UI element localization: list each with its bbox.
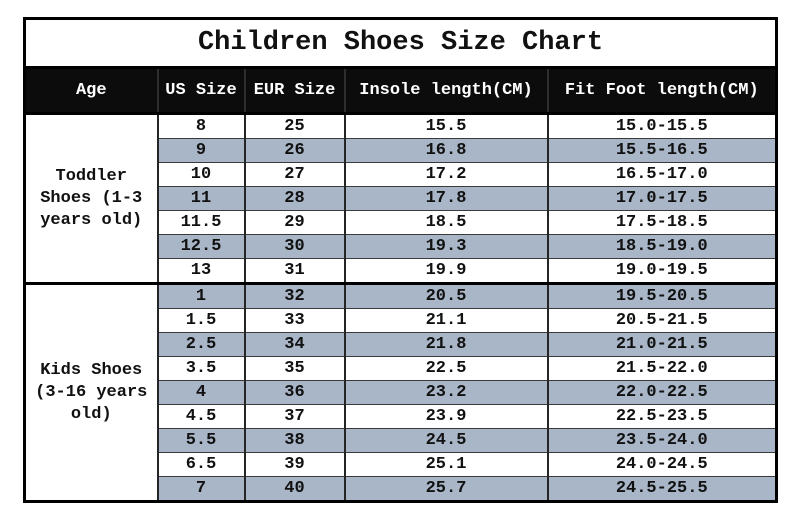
cell-fit-foot-length: 17.5-18.5: [546, 210, 778, 235]
table-row: 10 27 17.2 16.5-17.0: [25, 162, 778, 187]
cell-insole-length: 20.5: [343, 282, 549, 309]
cell-eur-size: 25: [243, 113, 346, 139]
cell-eur-size: 26: [243, 138, 346, 163]
cell-insole-length: 24.5: [343, 428, 549, 453]
cell-us-size: 7: [156, 476, 246, 502]
cell-us-size: 11: [156, 186, 246, 211]
cell-fit-foot-length: 18.5-19.0: [546, 234, 778, 259]
cell-insole-length: 25.7: [343, 476, 549, 502]
cell-fit-foot-length: 22.0-22.5: [546, 380, 778, 405]
size-chart-table: Children Shoes Size Chart Age US Size EU…: [23, 17, 778, 503]
cell-fit-foot-length: 21.0-21.5: [546, 332, 778, 357]
cell-insole-length: 17.2: [343, 162, 549, 187]
cell-us-size: 1.5: [156, 308, 246, 333]
cell-eur-size: 34: [243, 332, 346, 357]
cell-eur-size: 38: [243, 428, 346, 453]
cell-us-size: 11.5: [156, 210, 246, 235]
table-row: 13 31 19.9 19.0-19.5: [25, 258, 778, 284]
table-row: Kids Shoes (3-16 years old) 1 32 20.5 19…: [23, 282, 778, 502]
header-row: Age US Size EUR Size Insole length(CM) F…: [23, 66, 778, 115]
table-row: 1.5 33 21.1 20.5-21.5: [25, 308, 778, 333]
column-header-age: Age: [23, 66, 159, 115]
cell-insole-length: 17.8: [343, 186, 549, 211]
cell-insole-length: 21.1: [343, 308, 549, 333]
cell-fit-foot-length: 16.5-17.0: [546, 162, 778, 187]
cell-eur-size: 32: [243, 282, 346, 309]
cell-eur-size: 33: [243, 308, 346, 333]
table-row: 3.5 35 22.5 21.5-22.0: [25, 356, 778, 381]
cell-fit-foot-length: 24.0-24.5: [546, 452, 778, 477]
cell-insole-length: 16.8: [343, 138, 549, 163]
title-row: Children Shoes Size Chart: [24, 18, 777, 69]
cell-eur-size: 31: [243, 258, 346, 284]
table-row: Toddler Shoes (1-3 years old) 8 25 15.5 …: [23, 113, 778, 284]
cell-fit-foot-length: 17.0-17.5: [546, 186, 778, 211]
cell-eur-size: 28: [243, 186, 346, 211]
table-row: 7 40 25.7 24.5-25.5: [25, 476, 778, 502]
cell-eur-size: 40: [243, 476, 346, 502]
table-row: 4 36 23.2 22.0-22.5: [25, 380, 778, 405]
cell-insole-length: 18.5: [343, 210, 549, 235]
age-group-kids: Kids Shoes (3-16 years old): [23, 282, 159, 502]
cell-fit-foot-length: 20.5-21.5: [546, 308, 778, 333]
column-header-insole-length: Insole length(CM): [343, 66, 549, 115]
cell-insole-length: 23.9: [343, 404, 549, 429]
cell-us-size: 3.5: [156, 356, 246, 381]
cell-eur-size: 36: [243, 380, 346, 405]
cell-insole-length: 19.3: [343, 234, 549, 259]
cell-fit-foot-length: 22.5-23.5: [546, 404, 778, 429]
cell-fit-foot-length: 21.5-22.0: [546, 356, 778, 381]
cell-eur-size: 37: [243, 404, 346, 429]
cell-fit-foot-length: 15.0-15.5: [546, 113, 778, 139]
cell-us-size: 13: [156, 258, 246, 284]
column-header-eur-size: EUR Size: [243, 66, 346, 115]
cell-us-size: 6.5: [156, 452, 246, 477]
cell-insole-length: 25.1: [343, 452, 549, 477]
column-header-us-size: US Size: [156, 66, 246, 115]
table-row: 4.5 37 23.9 22.5-23.5: [25, 404, 778, 429]
cell-eur-size: 39: [243, 452, 346, 477]
cell-insole-length: 23.2: [343, 380, 549, 405]
cell-fit-foot-length: 23.5-24.0: [546, 428, 778, 453]
cell-us-size: 9: [156, 138, 246, 163]
title-and-header: Children Shoes Size Chart Age US Size EU…: [23, 18, 778, 115]
cell-fit-foot-length: 15.5-16.5: [546, 138, 778, 163]
table-row: 12.5 30 19.3 18.5-19.0: [25, 234, 778, 259]
cell-eur-size: 27: [243, 162, 346, 187]
cell-us-size: 8: [156, 113, 246, 139]
chart-title: Children Shoes Size Chart: [24, 18, 777, 69]
cell-fit-foot-length: 19.0-19.5: [546, 258, 778, 284]
table-row: 9 26 16.8 15.5-16.5: [25, 138, 778, 163]
column-header-fit-foot-length: Fit Foot length(CM): [546, 66, 778, 115]
table-row: 5.5 38 24.5 23.5-24.0: [25, 428, 778, 453]
cell-us-size: 12.5: [156, 234, 246, 259]
cell-fit-foot-length: 24.5-25.5: [546, 476, 778, 502]
cell-insole-length: 19.9: [343, 258, 549, 284]
cell-fit-foot-length: 19.5-20.5: [546, 282, 778, 309]
cell-us-size: 1: [156, 282, 246, 309]
cell-us-size: 4: [156, 380, 246, 405]
cell-us-size: 10: [156, 162, 246, 187]
cell-eur-size: 35: [243, 356, 346, 381]
cell-insole-length: 22.5: [343, 356, 549, 381]
cell-us-size: 5.5: [156, 428, 246, 453]
age-group-toddler: Toddler Shoes (1-3 years old): [23, 113, 159, 284]
cell-us-size: 4.5: [156, 404, 246, 429]
cell-insole-length: 15.5: [343, 113, 549, 139]
table-row: 2.5 34 21.8 21.0-21.5: [25, 332, 778, 357]
cell-eur-size: 30: [243, 234, 346, 259]
cell-us-size: 2.5: [156, 332, 246, 357]
table-body: Toddler Shoes (1-3 years old) 8 25 1 5.5 …: [23, 113, 778, 502]
table-row: 6.5 39 25.1 24.0-24.5: [25, 452, 778, 477]
cell-eur-size: 29: [243, 210, 346, 235]
cell-insole-length: 21.8: [343, 332, 549, 357]
